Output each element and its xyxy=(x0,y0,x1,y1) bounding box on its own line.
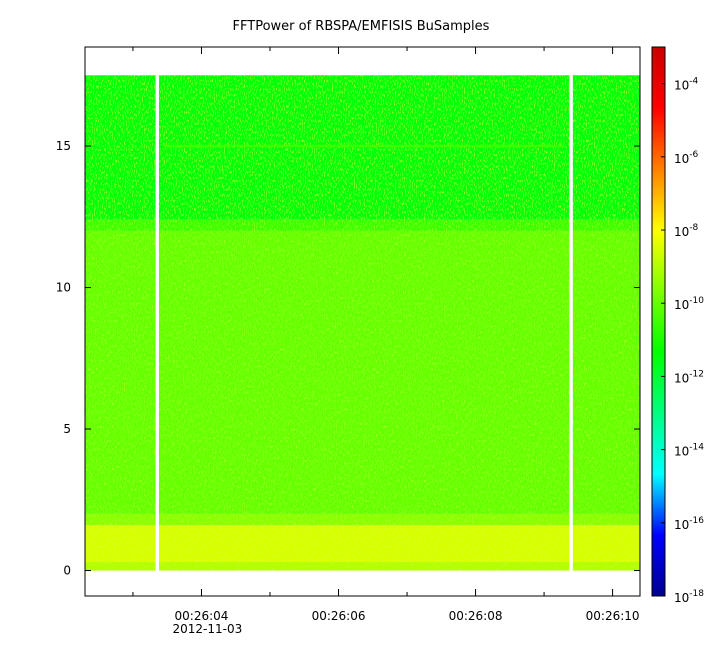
spectrogram-band-3 xyxy=(85,230,640,514)
data-gap-1 xyxy=(569,75,573,571)
plot-area xyxy=(85,75,640,571)
spectrogram-band-1 xyxy=(85,525,640,563)
y-tick-label-0: 0 xyxy=(63,564,71,578)
y-tick-label-3: 15 xyxy=(56,139,71,153)
spectrogram-band-0 xyxy=(85,562,640,571)
data-gap-0 xyxy=(155,75,159,571)
x-tick-label-2: 00:26:08 xyxy=(449,609,503,623)
data-gaps xyxy=(155,75,573,571)
plot-frame xyxy=(84,46,641,597)
colorbar-tick-label-4: 10-12 xyxy=(674,369,704,385)
colorbar-tick-label-7: 10-18 xyxy=(674,589,704,605)
colorbar: 10-4 10-6 10-8 10-10 10-12 10-14 10-16 10-18 xyxy=(651,46,704,605)
y-tick-label-2: 10 xyxy=(56,281,71,295)
colorbar-gradient xyxy=(651,46,666,597)
colorbar-tick-label-6: 10-16 xyxy=(674,516,704,532)
spectrogram-band-2 xyxy=(85,513,640,526)
colorbar-ticks: 10-4 10-6 10-8 10-10 10-12 10-14 10-16 10-18 xyxy=(661,77,704,605)
colorbar-tick-label-1: 10-6 xyxy=(674,150,699,166)
spectrogram-bands xyxy=(85,75,640,571)
x-tick-label-3: 00:26:10 xyxy=(586,609,640,623)
spectrogram-band-5 xyxy=(85,75,640,220)
colorbar-tick-label-5: 10-14 xyxy=(674,443,704,459)
chart-title: FFTPower of RBSPA/EMFISIS BuSamples xyxy=(233,19,490,34)
y-axis: 0 5 10 15 xyxy=(56,139,640,578)
x-tick-label-1: 00:26:06 xyxy=(312,609,366,623)
x-tick-sublabel-0: 2012-11-03 xyxy=(172,622,242,636)
colorbar-tick-label-2: 10-8 xyxy=(674,223,699,239)
colorbar-tick-label-0: 10-4 xyxy=(674,77,699,93)
spectrogram-band-4 xyxy=(85,219,640,231)
colorbar-tick-label-3: 10-10 xyxy=(674,296,704,312)
y-tick-label-1: 5 xyxy=(63,422,71,436)
x-tick-label-0: 00:26:04 xyxy=(175,609,229,623)
